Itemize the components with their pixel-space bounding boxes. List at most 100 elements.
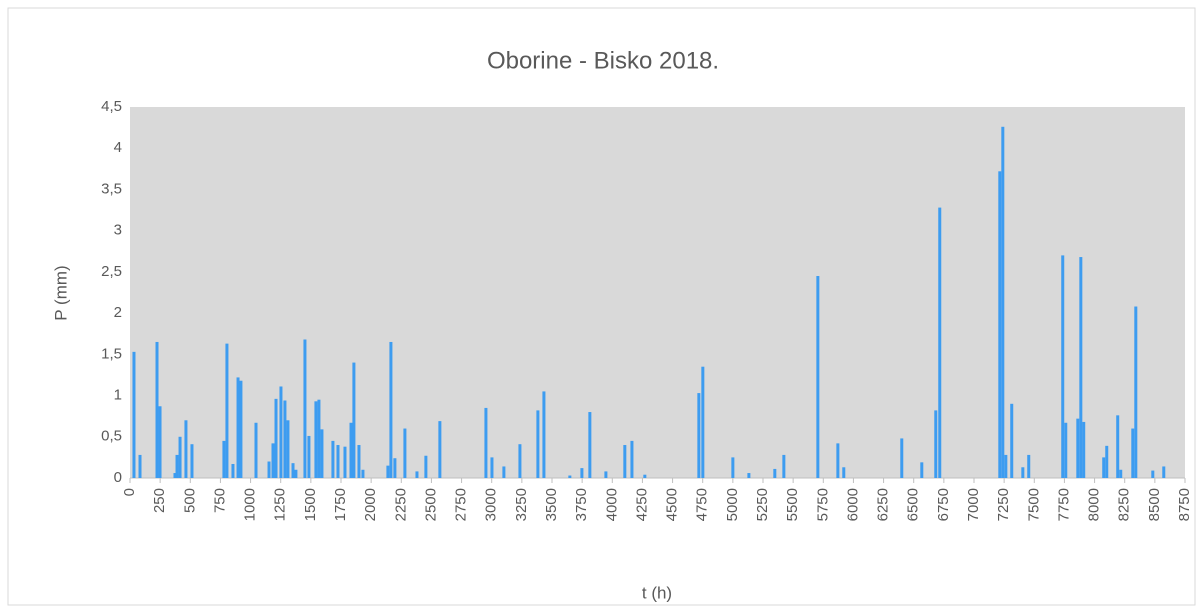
x-tick-label: 3500: [543, 488, 560, 521]
bar: [1061, 255, 1065, 478]
bar: [438, 421, 442, 478]
bar: [303, 339, 307, 478]
y-axis-label: P (mm): [51, 265, 70, 320]
bar: [1116, 415, 1120, 478]
x-tick-label: 6500: [905, 488, 922, 521]
bar: [291, 463, 295, 478]
bar: [518, 444, 522, 478]
bar: [1027, 454, 1031, 478]
bar: [920, 462, 924, 478]
bar: [393, 458, 397, 478]
x-tick-label: 5500: [784, 488, 801, 521]
y-tick-label: 4: [114, 139, 122, 156]
x-tick-label: 750: [211, 488, 228, 513]
bar: [173, 473, 177, 478]
y-tick-label: 3,5: [101, 180, 122, 197]
x-tick-label: 250: [151, 488, 168, 513]
bar: [267, 461, 271, 478]
bar: [155, 341, 159, 478]
x-tick-label: 2000: [362, 488, 379, 521]
bar: [484, 407, 488, 478]
bar: [580, 468, 584, 478]
bar: [1064, 422, 1068, 478]
bar: [568, 475, 572, 478]
x-tick-label: 4250: [633, 488, 650, 521]
x-tick-label: 6000: [844, 488, 861, 521]
x-tick-label: 8000: [1086, 488, 1103, 521]
x-tick-label: 7750: [1055, 488, 1072, 521]
bar: [283, 400, 287, 478]
bar: [239, 380, 243, 478]
bar: [490, 457, 494, 478]
x-tick-label: 6250: [875, 488, 892, 521]
bar: [1001, 126, 1005, 478]
x-tick-label: 1750: [332, 488, 349, 521]
bar: [352, 362, 356, 478]
x-tick-label: 7500: [1025, 488, 1042, 521]
x-tick-label: 4750: [694, 488, 711, 521]
bar: [274, 398, 278, 478]
bar: [236, 377, 240, 478]
bar: [1119, 469, 1123, 478]
bar: [542, 391, 546, 478]
bar: [424, 455, 428, 478]
bar: [643, 474, 647, 478]
bar: [588, 412, 592, 478]
x-tick-label: 8750: [1176, 488, 1193, 521]
bar: [286, 420, 290, 478]
bar: [502, 466, 506, 478]
bar: [343, 446, 347, 478]
bar: [938, 207, 942, 479]
bar: [1021, 467, 1025, 478]
bar: [222, 440, 226, 478]
bar: [271, 443, 275, 478]
x-tick-label: 3250: [513, 488, 530, 521]
y-tick-label: 2: [114, 304, 122, 321]
bar: [701, 366, 705, 478]
chart-title: Oborine - Bisko 2018.: [487, 47, 719, 74]
bar: [349, 422, 353, 478]
bar: [782, 454, 786, 478]
bar: [184, 420, 188, 478]
bar: [225, 343, 229, 478]
x-tick-label: 7250: [995, 488, 1012, 521]
bar: [320, 429, 324, 478]
bar: [1102, 457, 1106, 478]
bar: [178, 436, 182, 478]
bar: [623, 445, 627, 478]
bar: [175, 454, 179, 478]
bar: [1076, 418, 1080, 478]
x-tick-label: 0: [121, 488, 138, 496]
bar: [386, 465, 390, 478]
bar: [998, 171, 1002, 478]
x-tick-label: 1000: [242, 488, 259, 521]
bar: [279, 386, 283, 478]
x-tick-label: 4000: [603, 488, 620, 521]
bar: [1134, 306, 1138, 478]
x-tick-label: 7000: [965, 488, 982, 521]
bar: [1082, 421, 1086, 478]
bar: [138, 454, 142, 478]
bar: [254, 422, 258, 478]
x-tick-label: 1250: [272, 488, 289, 521]
x-tick-label: 8500: [1146, 488, 1163, 521]
bar: [403, 428, 407, 478]
x-tick-label: 500: [181, 488, 198, 513]
bar: [1105, 445, 1109, 478]
y-tick-label: 1,5: [101, 345, 122, 362]
x-tick-label: 2750: [453, 488, 470, 521]
bar: [1079, 257, 1083, 478]
x-tick-label: 3750: [573, 488, 590, 521]
x-tick-label: 2500: [422, 488, 439, 521]
bar: [697, 393, 701, 478]
bar: [190, 444, 194, 478]
bar: [630, 440, 634, 478]
bar: [294, 469, 298, 478]
x-tick-label: 5000: [724, 488, 741, 521]
bar: [934, 410, 938, 478]
bar: [336, 445, 340, 478]
bar: [773, 468, 777, 478]
y-tick-label: 0,5: [101, 428, 122, 445]
bar: [231, 463, 235, 478]
